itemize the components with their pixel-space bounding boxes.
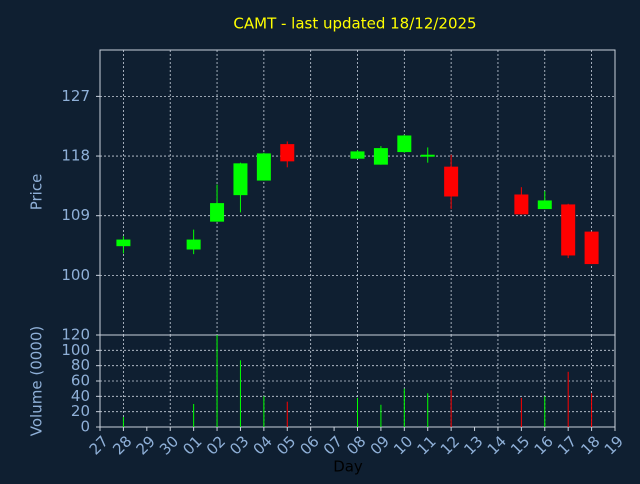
y2-tick-label: 20 xyxy=(71,402,90,420)
x-axis-label: Day xyxy=(333,458,363,476)
candle-body xyxy=(233,163,248,196)
y2-axis-label: Volume (0000) xyxy=(28,326,46,436)
candle-body xyxy=(350,151,365,159)
y2-tick-label: 0 xyxy=(80,418,90,436)
candle-body xyxy=(514,194,529,215)
y2-tick-label: 100 xyxy=(61,341,90,359)
chart-title: CAMT - last updated 18/12/2025 xyxy=(233,15,476,33)
candle-body xyxy=(397,135,412,153)
y-tick-label: 127 xyxy=(61,87,90,105)
candle-body xyxy=(561,204,576,256)
y-tick-label: 109 xyxy=(61,206,90,224)
y2-tick-label: 120 xyxy=(61,326,90,344)
y2-tick-label: 40 xyxy=(71,387,90,405)
y2-tick-label: 60 xyxy=(71,372,90,390)
candle-body xyxy=(584,231,599,265)
candle-body xyxy=(537,200,552,210)
y-axis-label: Price xyxy=(28,174,46,211)
candle-body xyxy=(373,148,388,165)
candle-body xyxy=(210,203,225,222)
candle-body xyxy=(256,153,271,181)
candle-body xyxy=(116,239,131,247)
candle-body xyxy=(420,154,435,157)
candle-body xyxy=(280,144,295,162)
candle-body xyxy=(444,166,459,197)
candle-body xyxy=(186,239,201,250)
y2-tick-label: 80 xyxy=(71,356,90,374)
y-tick-label: 118 xyxy=(61,147,90,165)
y-tick-label: 100 xyxy=(61,266,90,284)
